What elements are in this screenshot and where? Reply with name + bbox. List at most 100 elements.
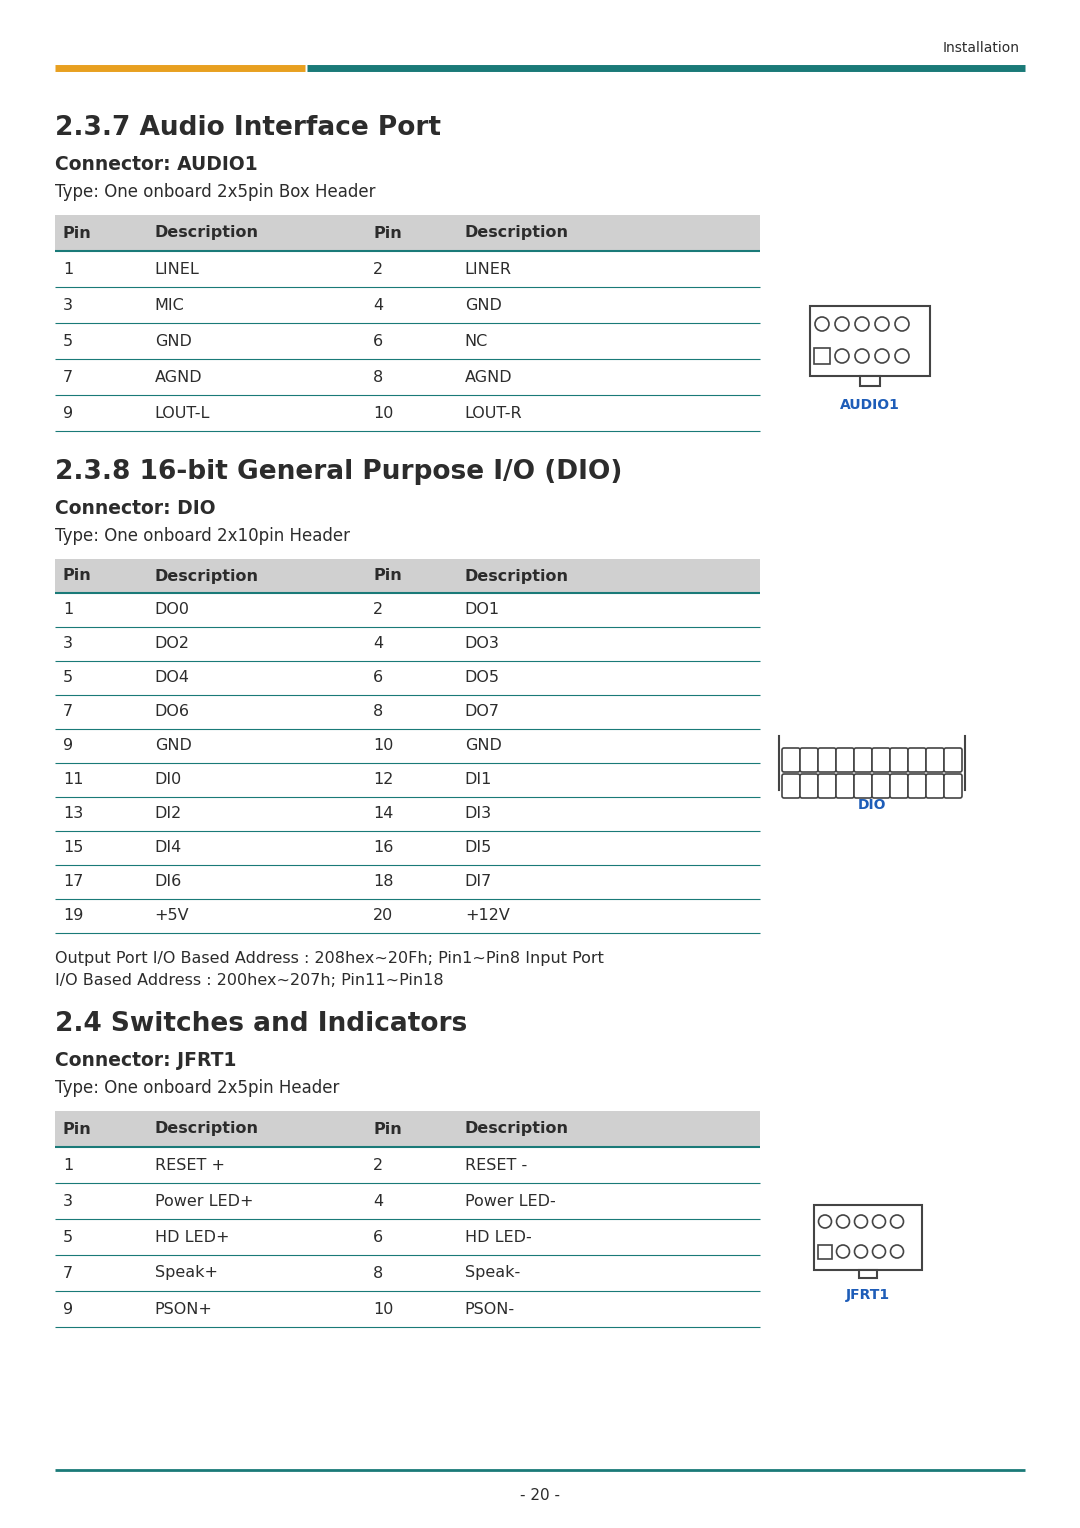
Text: +12V: +12V [464,909,510,923]
FancyBboxPatch shape [872,775,890,798]
Text: 15: 15 [63,840,83,856]
Text: DI2: DI2 [154,807,181,822]
Text: 2.3.8 16-bit General Purpose I/O (DIO): 2.3.8 16-bit General Purpose I/O (DIO) [55,458,622,484]
Text: AGND: AGND [464,370,513,385]
Circle shape [835,348,849,364]
Text: 2.3.7 Audio Interface Port: 2.3.7 Audio Interface Port [55,115,441,141]
Circle shape [891,1245,904,1258]
Text: Output Port I/O Based Address : 208hex~20Fh; Pin1~Pin8 Input Port: Output Port I/O Based Address : 208hex~2… [55,950,604,966]
Text: GND: GND [154,333,191,348]
FancyBboxPatch shape [944,775,962,798]
FancyBboxPatch shape [818,749,836,772]
FancyBboxPatch shape [836,749,854,772]
Text: DO6: DO6 [154,704,190,720]
Text: Power LED+: Power LED+ [154,1193,253,1209]
Text: 2.4 Switches and Indicators: 2.4 Switches and Indicators [55,1012,468,1038]
Text: Pin: Pin [374,568,402,584]
Text: HD LED+: HD LED+ [154,1230,229,1244]
Text: 2: 2 [374,602,383,617]
Bar [818,1244,832,1259]
Text: GND: GND [464,298,502,313]
Text: Connector: DIO: Connector: DIO [55,500,216,518]
Text: JFRT1: JFRT1 [846,1288,890,1302]
Text: DO2: DO2 [154,637,190,651]
Text: Connector: AUDIO1: Connector: AUDIO1 [55,154,258,174]
Text: 5: 5 [63,1230,73,1244]
FancyBboxPatch shape [890,749,908,772]
Text: 1: 1 [63,602,73,617]
FancyBboxPatch shape [908,749,926,772]
Text: 6: 6 [374,333,383,348]
Text: LINER: LINER [464,261,512,277]
FancyBboxPatch shape [890,775,908,798]
Text: Power LED-: Power LED- [464,1193,555,1209]
Text: RESET +: RESET + [154,1158,225,1172]
Text: 7: 7 [63,370,73,385]
Text: DI0: DI0 [154,773,181,787]
Text: Description: Description [464,568,569,584]
Text: GND: GND [464,738,502,753]
Circle shape [815,316,829,332]
FancyBboxPatch shape [800,775,818,798]
Text: 8: 8 [374,704,383,720]
Text: 19: 19 [63,909,83,923]
Text: Pin: Pin [374,226,402,240]
Circle shape [854,1245,867,1258]
Text: Description: Description [154,226,258,240]
Circle shape [835,316,849,332]
Text: 3: 3 [63,637,73,651]
FancyBboxPatch shape [836,775,854,798]
Text: 7: 7 [63,1265,73,1280]
Text: 5: 5 [63,333,73,348]
Text: I/O Based Address : 200hex~207h; Pin11~Pin18: I/O Based Address : 200hex~207h; Pin11~P… [55,973,444,989]
Text: 3: 3 [63,298,73,313]
Bar [55,215,760,251]
Text: LOUT-L: LOUT-L [154,405,210,420]
Text: 17: 17 [63,874,83,889]
Text: 4: 4 [374,637,383,651]
Text: 6: 6 [374,671,383,686]
Text: Pin: Pin [63,226,92,240]
Circle shape [875,316,889,332]
Text: Description: Description [464,226,569,240]
Text: AGND: AGND [154,370,202,385]
Bar [860,376,880,387]
Text: Pin: Pin [374,1122,402,1137]
Text: DI4: DI4 [154,840,181,856]
Bar [814,348,831,364]
Text: Type: One onboard 2x10pin Header: Type: One onboard 2x10pin Header [55,527,350,545]
Text: 4: 4 [374,1193,383,1209]
Text: Description: Description [154,1122,258,1137]
Text: DO3: DO3 [464,637,500,651]
FancyBboxPatch shape [872,749,890,772]
Text: 9: 9 [63,738,73,753]
Text: 10: 10 [374,405,393,420]
Text: DO0: DO0 [154,602,190,617]
Text: PSON+: PSON+ [154,1302,213,1317]
Text: LINEL: LINEL [154,261,200,277]
Text: 11: 11 [63,773,83,787]
Circle shape [873,1245,886,1258]
Text: - 20 -: - 20 - [519,1487,561,1502]
Text: 1: 1 [63,261,73,277]
Bar [810,306,930,376]
Text: RESET -: RESET - [464,1158,527,1172]
FancyBboxPatch shape [926,749,944,772]
Text: Installation: Installation [943,41,1020,55]
Text: +5V: +5V [154,909,189,923]
Text: 10: 10 [374,1302,393,1317]
Bar [814,1204,922,1270]
Text: 8: 8 [374,1265,383,1280]
Text: MIC: MIC [154,298,185,313]
Text: 13: 13 [63,807,83,822]
FancyBboxPatch shape [818,775,836,798]
Text: 9: 9 [63,1302,73,1317]
Bar [859,1270,877,1277]
Text: NC: NC [464,333,488,348]
Text: 14: 14 [374,807,393,822]
Text: 2: 2 [374,1158,383,1172]
Bar [55,559,760,593]
Text: 8: 8 [374,370,383,385]
Text: DIO: DIO [858,798,887,811]
Text: DO1: DO1 [464,602,500,617]
